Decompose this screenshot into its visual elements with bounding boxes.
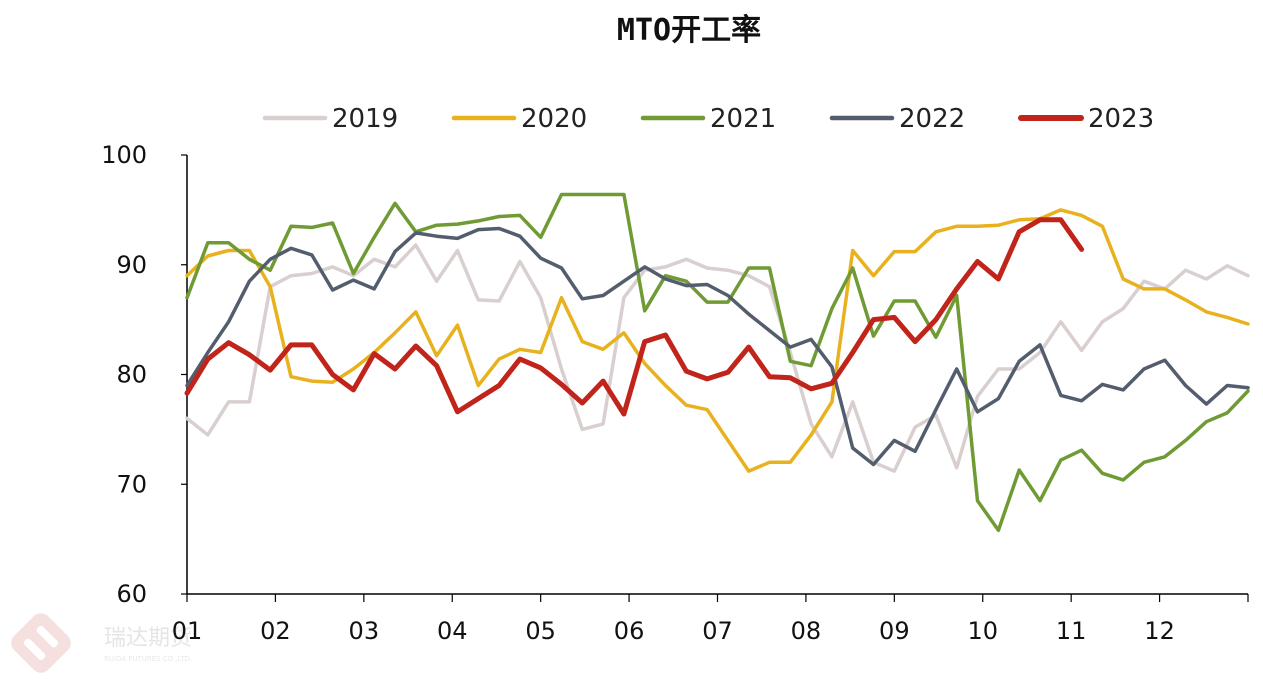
x-tick-label: 06 [614,617,645,645]
x-tick-label: 03 [349,617,380,645]
x-tick-label: 09 [879,617,910,645]
y-tick-label: 80 [116,361,147,389]
x-tick-label: 02 [260,617,291,645]
y-tick-label: 100 [101,141,147,169]
y-tick-label: 60 [116,580,147,608]
x-tick-label: 05 [525,617,556,645]
watermark-logo-icon [11,613,71,673]
x-tick-label: 08 [791,617,822,645]
legend-label-2022: 2022 [899,104,965,134]
x-tick-label: 11 [1056,617,1087,645]
x-tick-label: 04 [437,617,468,645]
watermark-brand: 瑞达期货 [104,626,192,651]
chart-title: MTO开工率 [617,13,761,48]
y-tick-label: 70 [116,470,147,498]
x-axis: 01 02 03 04 05 06 07 08 09 10 11 12 [172,593,1249,645]
x-tick-label: 12 [1144,617,1175,645]
y-tick-label: 90 [116,251,147,279]
x-tick-label: 07 [702,617,733,645]
watermark: 瑞达期货 RUIDA FUTURES CO.,LTD. [11,613,192,673]
legend: 2019 2020 2021 2022 2023 [262,104,1154,134]
legend-label-2023: 2023 [1088,104,1154,134]
series-line-2022 [185,226,1250,467]
series-line-2020 [185,208,1250,473]
y-axis: 60 70 80 90 100 [101,141,188,608]
series-lines [184,192,1250,533]
legend-label-2021: 2021 [710,104,776,134]
series-line-2023 [184,217,1085,417]
legend-label-2019: 2019 [332,104,398,134]
watermark-sub: RUIDA FUTURES CO.,LTD. [104,655,192,663]
series-line-2021 [185,192,1250,533]
x-tick-label: 01 [172,617,203,645]
legend-label-2020: 2020 [521,104,587,134]
series-line-2019 [185,243,1250,473]
x-tick-label: 10 [967,617,998,645]
